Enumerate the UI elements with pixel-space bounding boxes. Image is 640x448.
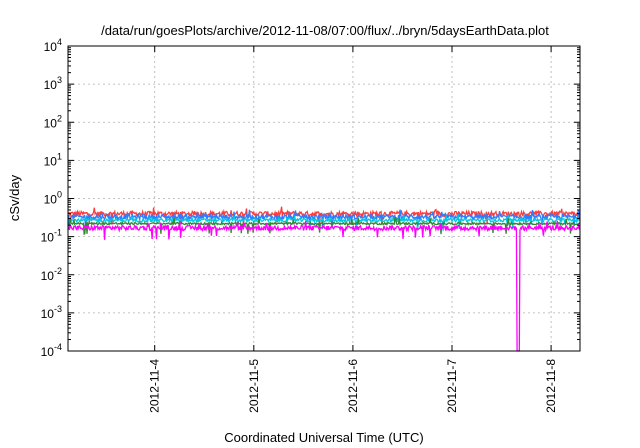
y-tick-label: 10-1 — [41, 228, 62, 245]
ticks-layer: 10-4 10-3 10-2 10-1 100 101 102 103 104 2012-11-4… — [41, 37, 580, 413]
x-tick-label: 2012-11-6 — [346, 359, 360, 413]
y-tick-label: 10-4 — [41, 342, 62, 359]
chart-title: /data/run/goesPlots/archive/2012-11-08/0… — [101, 23, 549, 38]
x-tick-label: 2012-11-7 — [445, 359, 459, 413]
series-line — [67, 209, 581, 230]
y-tick-label: 101 — [44, 151, 62, 168]
y-axis-label: cSv/day — [7, 174, 22, 221]
series-line — [68, 216, 581, 236]
y-tick-label: 100 — [44, 190, 62, 207]
y-tick-label: 10-3 — [41, 304, 62, 321]
series-layer — [67, 206, 581, 352]
x-tick-label: 2012-11-4 — [148, 359, 162, 413]
x-axis-label: Coordinated Universal Time (UTC) — [224, 430, 423, 445]
x-tick-label: 2012-11-5 — [247, 359, 261, 413]
y-tick-label: 104 — [44, 37, 62, 54]
series-line — [67, 220, 581, 352]
y-tick-label: 103 — [44, 75, 62, 92]
x-tick-label: 2012-11-8 — [544, 359, 558, 413]
grid-layer — [68, 46, 580, 351]
series-line — [67, 213, 581, 231]
y-tick-label: 102 — [44, 113, 62, 130]
y-tick-label: 10-2 — [41, 266, 62, 283]
